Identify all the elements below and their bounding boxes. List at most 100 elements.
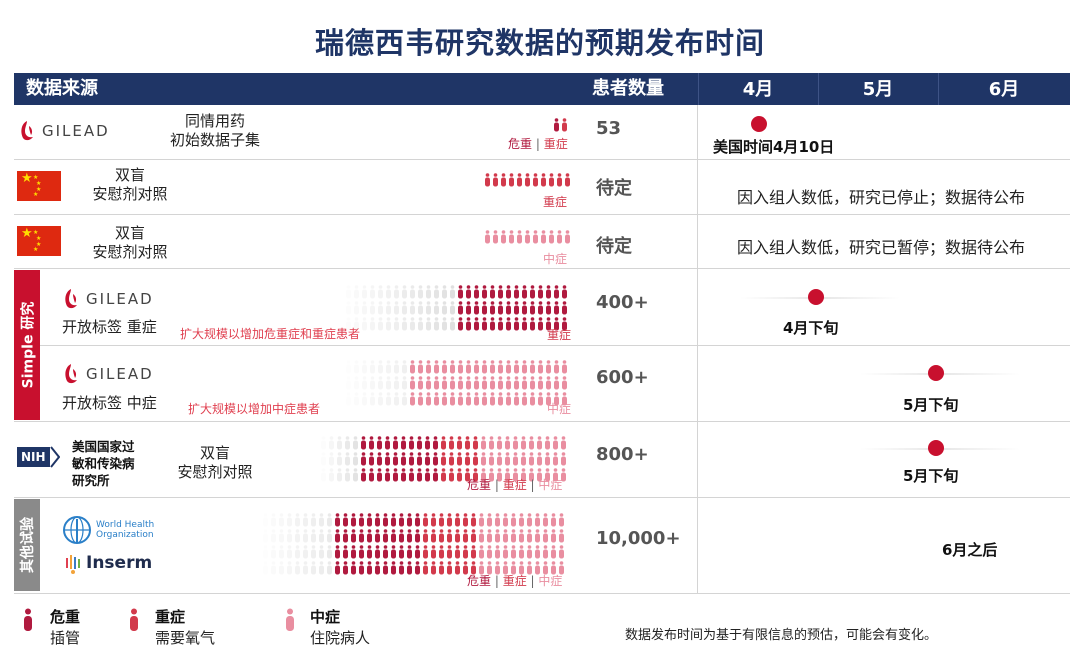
person-icon (519, 561, 524, 575)
person-icon (545, 452, 550, 466)
row-divider (14, 214, 1070, 215)
person-icon (498, 392, 503, 406)
row-divider (40, 345, 1070, 346)
person-icon (565, 173, 570, 187)
person-icon (370, 285, 375, 299)
person-icon (529, 468, 534, 482)
person-icon (343, 561, 348, 575)
person-icon (450, 360, 455, 374)
person-icon (359, 561, 364, 575)
severity-label: 危重 | 重症 | 中症 (467, 574, 563, 588)
person-row (345, 360, 568, 374)
person-icon (409, 436, 414, 450)
person-icon (545, 468, 550, 482)
person-icon (263, 545, 268, 559)
person-icon (367, 545, 372, 559)
person-icon (279, 529, 284, 543)
person-icon (295, 561, 300, 575)
severity-label: 重症 (547, 328, 572, 342)
person-icon (354, 360, 359, 374)
person-icon (329, 436, 334, 450)
desc-line: 双盲 (114, 224, 145, 242)
patient-count: 待定 (596, 178, 632, 199)
patient-count: 800+ (596, 444, 649, 465)
person-icon (425, 436, 430, 450)
person-icon (513, 436, 518, 450)
row-divider (14, 593, 1070, 594)
legend-moderate-title: 中症 (310, 608, 341, 626)
person-icon (545, 436, 550, 450)
person-icon (553, 468, 558, 482)
person-icon (501, 173, 506, 187)
person-icon (375, 513, 380, 527)
person-icon (554, 285, 559, 299)
severe-person-icon (130, 608, 138, 631)
severity-label: 危重 | 重症 | 中症 (467, 478, 563, 492)
person-icon (546, 285, 551, 299)
person-icon (530, 392, 535, 406)
person-icon (466, 376, 471, 390)
person-icon (541, 173, 546, 187)
person-icon (271, 529, 276, 543)
nih-name-line: 研究所 (72, 473, 110, 488)
person-row (320, 452, 567, 466)
person-icon (393, 468, 398, 482)
person-icon (489, 436, 494, 450)
header-month-may: 5月 (862, 79, 894, 100)
nih-badge: NIH (17, 447, 50, 467)
person-icon (490, 392, 495, 406)
person-icon (418, 301, 423, 315)
desc-line: 安慰剂对照 (92, 185, 168, 203)
desc-line: 双盲 (114, 166, 145, 184)
person-icon (303, 545, 308, 559)
person-icon (369, 452, 374, 466)
person-icon (482, 392, 487, 406)
person-icon (466, 360, 471, 374)
person-icon (383, 529, 388, 543)
person-row (262, 513, 565, 527)
person-icon (450, 317, 455, 331)
person-icon (410, 285, 415, 299)
person-icon (543, 561, 548, 575)
person-icon (506, 360, 511, 374)
person-icon (481, 468, 486, 482)
page-title: 瑞德西韦研究数据的预期发布时间 (314, 26, 765, 60)
person-icon (497, 452, 502, 466)
person-icon (455, 545, 460, 559)
person-icon (386, 376, 391, 390)
person-icon (458, 360, 463, 374)
person-icon (370, 360, 375, 374)
person-icon (458, 376, 463, 390)
person-icon (418, 285, 423, 299)
person-icon (319, 529, 324, 543)
person-row (345, 285, 568, 299)
person-icon (415, 545, 420, 559)
person-icon (343, 545, 348, 559)
patient-icons (345, 285, 568, 331)
person-icon (463, 513, 468, 527)
person-icon (377, 436, 382, 450)
legend-severe-title: 重症 (155, 608, 186, 626)
person-icon (514, 301, 519, 315)
person-row (553, 118, 568, 132)
row-divider (14, 159, 1070, 160)
person-row (262, 545, 565, 559)
person-icon (354, 285, 359, 299)
person-icon (487, 561, 492, 575)
person-icon (439, 513, 444, 527)
sidebar-simple-label: Simple 研究 (20, 301, 37, 389)
person-icon (541, 230, 546, 244)
person-icon (535, 545, 540, 559)
person-icon (509, 230, 514, 244)
legend-severe-sub: 需要氧气 (155, 629, 216, 647)
person-icon (287, 513, 292, 527)
person-icon (465, 436, 470, 450)
person-icon (386, 285, 391, 299)
gilead-icon (65, 289, 77, 309)
person-icon (463, 529, 468, 543)
person-icon (506, 301, 511, 315)
person-icon (543, 545, 548, 559)
gilead-logo: GILEAD (62, 363, 154, 385)
person-icon (354, 376, 359, 390)
who-name-line: Organization (96, 530, 154, 540)
